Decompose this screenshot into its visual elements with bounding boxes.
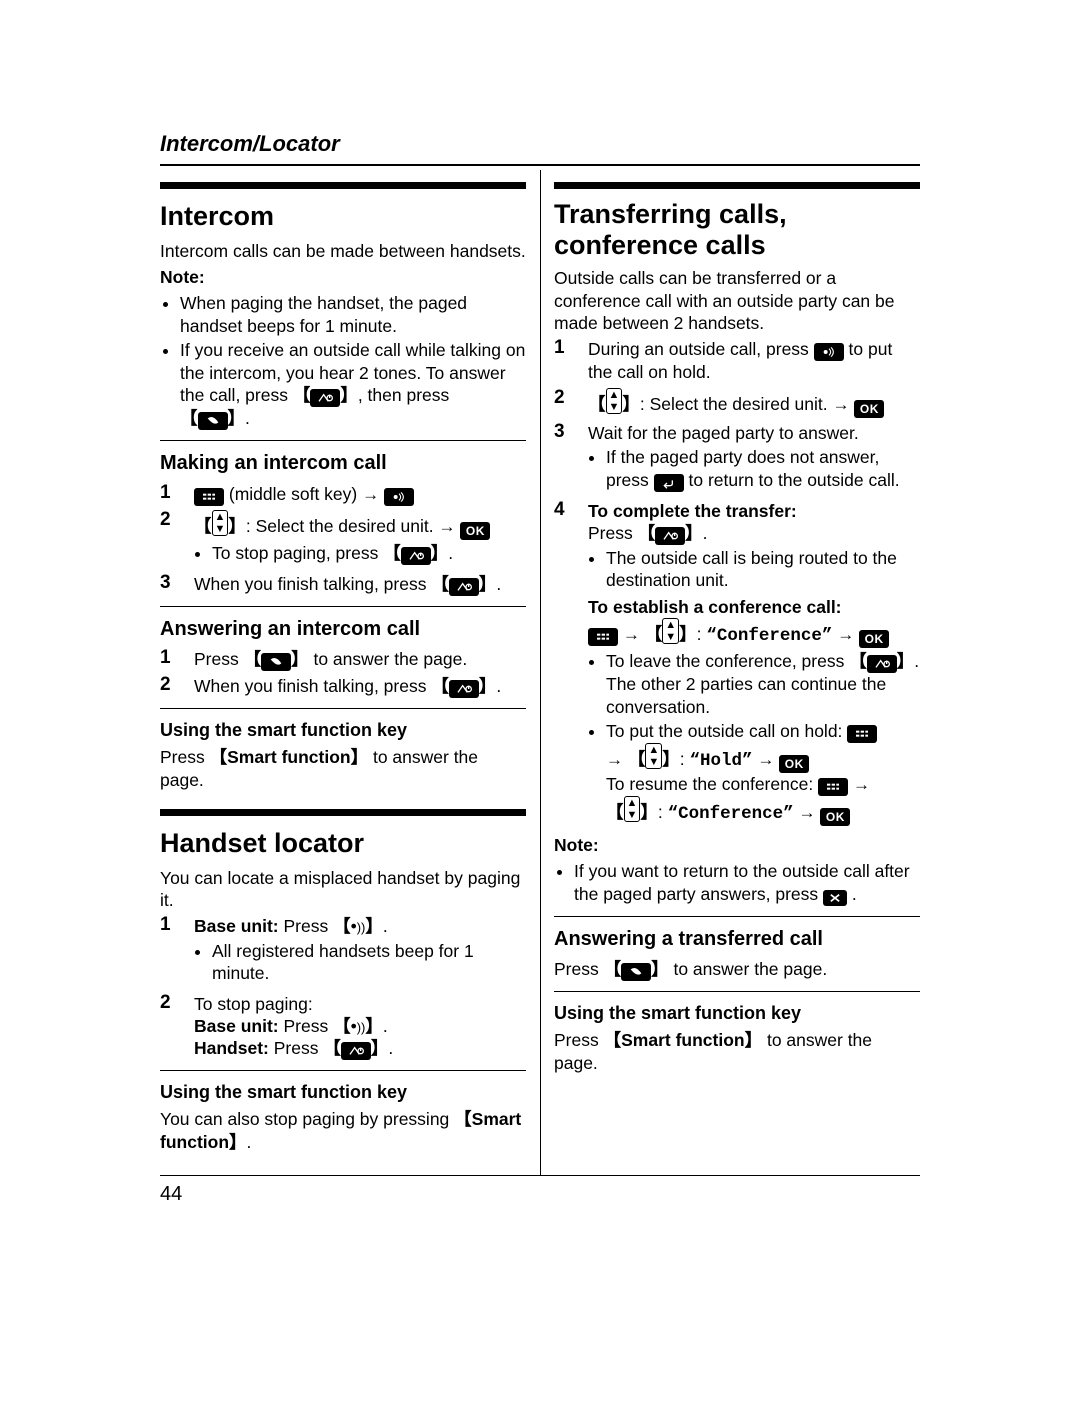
arrow-icon: → — [833, 395, 850, 414]
menu-icon — [847, 725, 877, 743]
cancel-icon — [823, 890, 847, 906]
text: Press — [194, 649, 244, 669]
step-body: Wait for the paged party to answer. If t… — [588, 422, 920, 496]
return-icon — [654, 474, 684, 492]
smart-key-title: Using the smart function key — [554, 1002, 920, 1025]
page-icon: •)) — [351, 916, 366, 936]
smart-key-body: Press 【Smart function】 to answer the pag… — [554, 1029, 920, 1074]
text: When you finish talking, press — [194, 574, 431, 594]
navigate-icon: ▲▼ — [606, 388, 623, 414]
text: , then press — [358, 385, 449, 405]
navigate-icon: ▲▼ — [624, 796, 641, 822]
off-power-icon — [401, 547, 431, 565]
transfer-intro: Outside calls can be transferred or a co… — [554, 267, 920, 334]
talk-icon — [261, 653, 291, 671]
text: to answer the page. — [309, 649, 468, 669]
answering-transfer-body: Press 【】 to answer the page. — [554, 958, 920, 981]
smart-key-body: Press 【Smart function】 to answer the pag… — [160, 746, 526, 791]
transfer-note: If you want to return to the outside cal… — [554, 860, 920, 905]
locator-intro: You can locate a misplaced handset by pa… — [160, 867, 526, 912]
menu-icon — [194, 488, 224, 506]
right-column: Transferring calls, conference calls Out… — [554, 182, 920, 1157]
rule — [554, 991, 920, 992]
text: To stop paging, press — [212, 543, 383, 563]
transfer-title: Transferring calls, conference calls — [554, 199, 920, 261]
navigate-icon: ▲▼ — [212, 510, 229, 536]
off-power-icon — [341, 1042, 371, 1060]
ok-icon: OK — [854, 400, 884, 418]
locator-steps: 1 Base unit: Press 【•))】. All registered… — [160, 915, 526, 1060]
ok-icon: OK — [460, 522, 490, 540]
off-power-icon — [449, 578, 479, 596]
step-body: 【▲▼】: Select the desired unit. → OK To s… — [194, 510, 526, 569]
arrow-icon: → — [362, 485, 379, 504]
menu-icon — [588, 628, 618, 646]
list-item: When paging the handset, the paged hands… — [180, 292, 526, 337]
list-item: To stop paging, press 【】. — [212, 542, 526, 565]
navigate-icon: ▲▼ — [662, 618, 679, 644]
navigate-icon: ▲▼ — [645, 743, 662, 769]
step-body: When you finish talking, press 【】. — [194, 573, 526, 596]
smart-key-body: You can also stop paging by pressing 【Sm… — [160, 1108, 526, 1153]
step-body: To stop paging: Base unit: Press 【•))】. … — [194, 993, 526, 1061]
locator-title: Handset locator — [160, 826, 526, 861]
off-power-icon — [310, 389, 340, 407]
talk-icon — [621, 963, 651, 981]
step-body: Base unit: Press 【•))】. All registered h… — [194, 915, 526, 988]
making-steps: 1 (middle soft key) → 2 【▲▼】: Select the… — [160, 483, 526, 596]
list-item: If the paged party does not answer, pres… — [606, 446, 920, 491]
off-power-icon — [655, 527, 685, 545]
page-icon — [814, 343, 844, 361]
intercom-intro: Intercom calls can be made between hands… — [160, 240, 526, 262]
rule — [160, 606, 526, 607]
text: When you finish talking, press — [194, 676, 431, 696]
off-power-icon — [867, 655, 897, 673]
page-icon: •)) — [351, 1016, 366, 1036]
rule — [160, 440, 526, 441]
step-body: 【▲▼】: Select the desired unit. → OK — [588, 388, 920, 418]
left-column: Intercom Intercom calls can be made betw… — [160, 182, 526, 1157]
ok-icon: OK — [820, 808, 850, 826]
step-body: (middle soft key) → — [194, 483, 526, 506]
making-intercom-title: Making an intercom call — [160, 451, 526, 477]
off-power-icon — [449, 680, 479, 698]
page-number: 44 — [160, 1182, 182, 1208]
list-item: To put the outside call on hold: → 【▲▼】:… — [606, 720, 920, 826]
note-label: Note: — [554, 834, 920, 856]
rule — [160, 1070, 526, 1071]
arrow-icon: → — [439, 517, 456, 536]
transfer-steps: 1 During an outside call, press to put t… — [554, 338, 920, 830]
answering-steps: 1 Press 【】 to answer the page. 2 When yo… — [160, 648, 526, 698]
intercom-notes: When paging the handset, the paged hands… — [160, 292, 526, 430]
menu-icon — [818, 778, 848, 796]
text: : Select the desired unit. — [246, 516, 439, 536]
list-item: The outside call is being routed to the … — [606, 547, 920, 592]
list-item: If you want to return to the outside cal… — [574, 860, 920, 905]
ok-icon: OK — [779, 755, 809, 773]
answering-intercom-title: Answering an intercom call — [160, 617, 526, 643]
note-label: Note: — [160, 266, 526, 288]
step-body: Press 【】 to answer the page. — [194, 648, 526, 671]
list-item: To leave the conference, press 【】. The o… — [606, 650, 920, 718]
rule — [160, 708, 526, 709]
intercom-title: Intercom — [160, 199, 526, 234]
answering-transfer-title: Answering a transferred call — [554, 927, 920, 953]
list-item: All registered handsets beep for 1 minut… — [212, 940, 526, 985]
rule — [554, 916, 920, 917]
ok-icon: OK — [859, 630, 889, 648]
smart-key-title: Using the smart function key — [160, 1081, 526, 1104]
column-separator — [540, 170, 541, 1176]
step-body: When you finish talking, press 【】. — [194, 675, 526, 698]
page-icon — [384, 488, 414, 506]
smart-key-title: Using the smart function key — [160, 719, 526, 742]
list-item: If you receive an outside call while tal… — [180, 339, 526, 430]
text: (middle soft key) — [224, 484, 362, 504]
talk-icon — [198, 412, 228, 430]
page-header: Intercom/Locator — [160, 130, 920, 166]
thick-rule — [160, 809, 526, 816]
step-body: During an outside call, press to put the… — [588, 338, 920, 383]
footer-rule — [160, 1175, 920, 1176]
step-body: To complete the transfer: Press 【】. The … — [588, 500, 920, 830]
